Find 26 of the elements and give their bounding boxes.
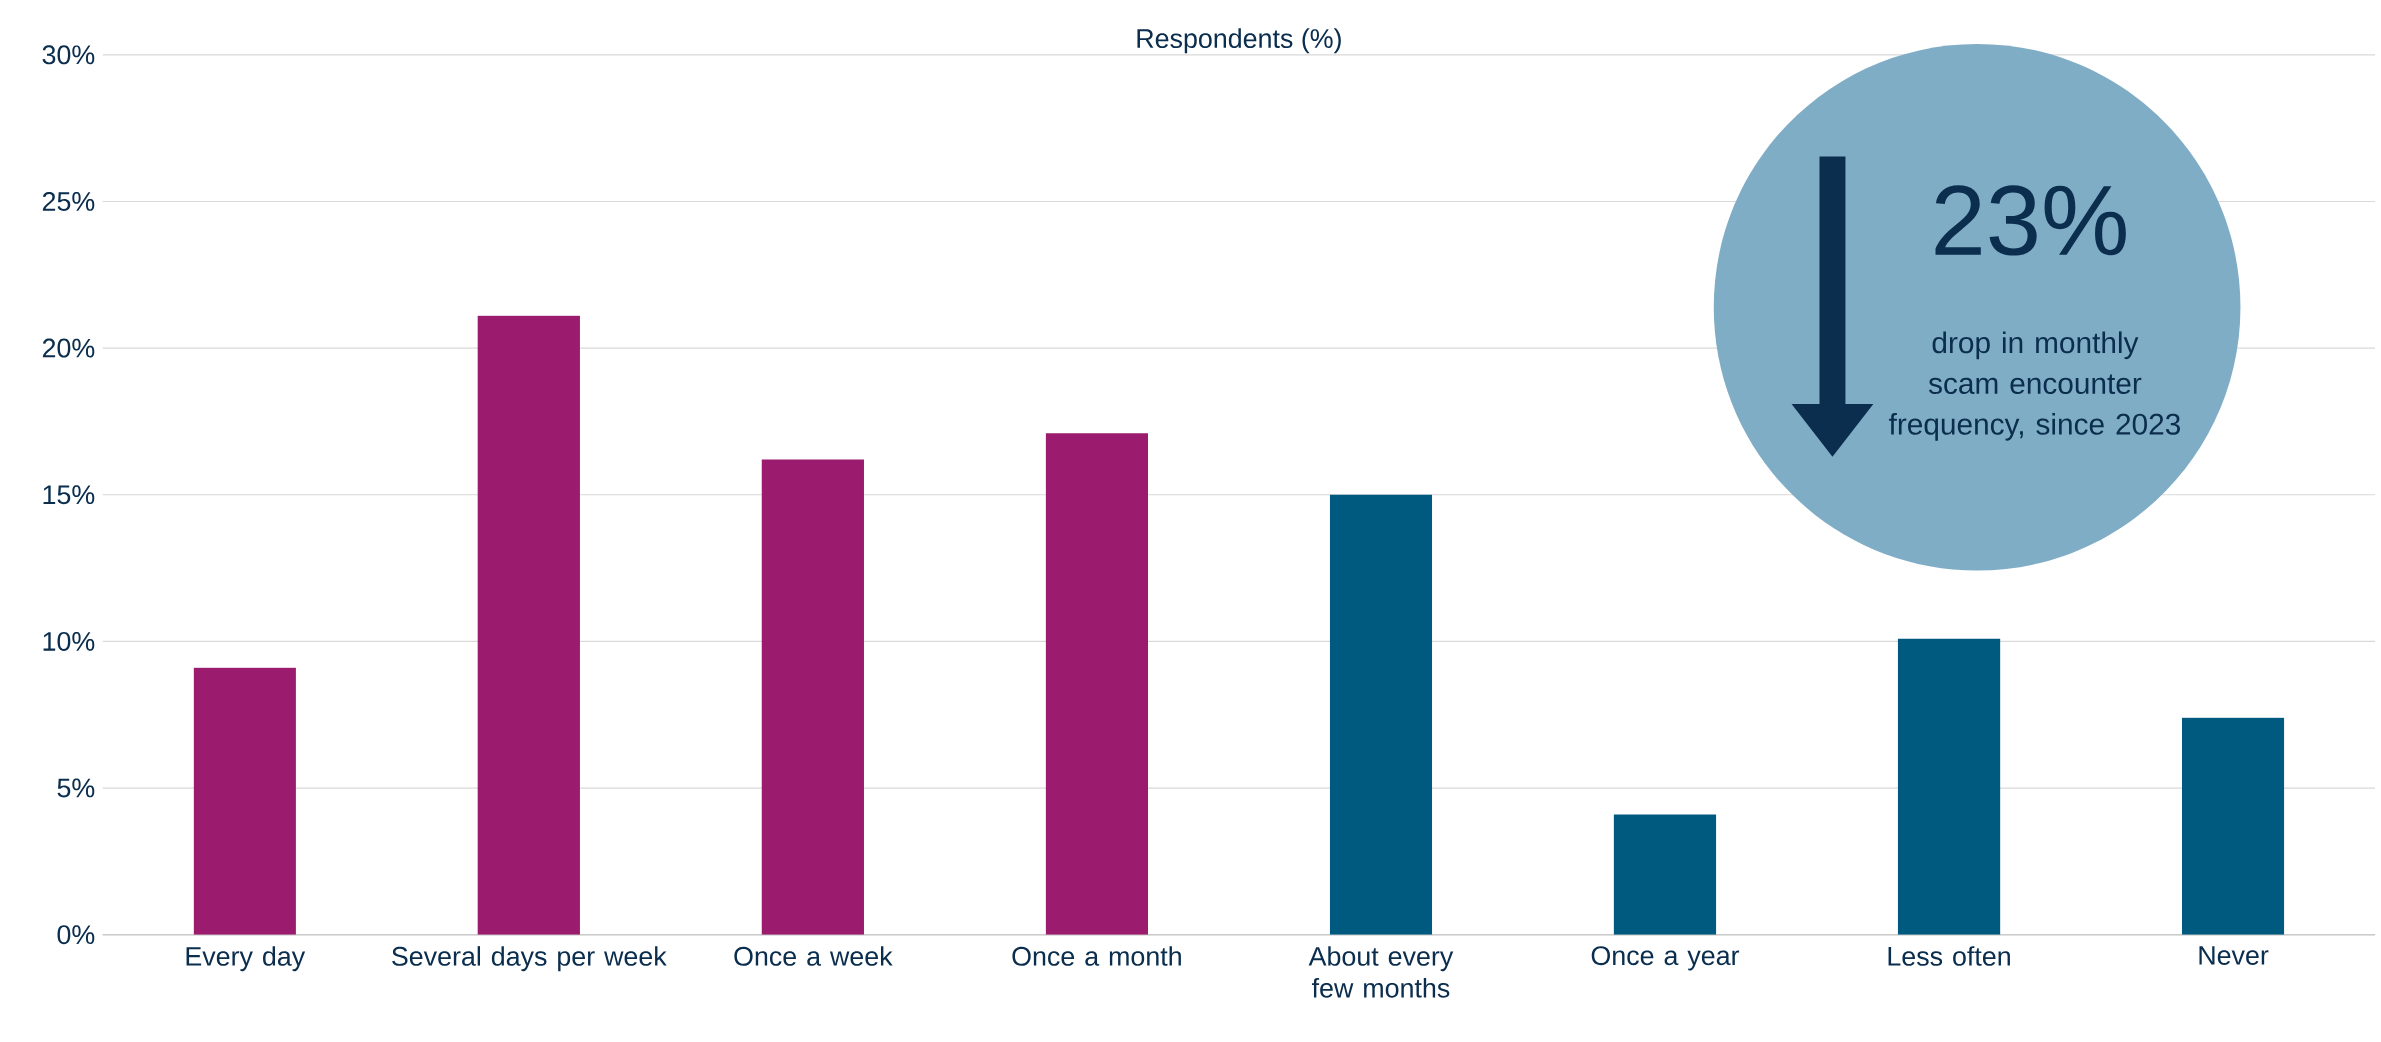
bar [2181, 717, 2285, 935]
bar [1897, 638, 2001, 935]
y-tick-label: 20% [42, 338, 95, 358]
bar [477, 315, 580, 935]
x-tick-label: Less often [1888, 945, 2010, 966]
x-tick-label: Once a month [1012, 945, 1181, 966]
bar [193, 667, 296, 935]
bar [1329, 494, 1433, 935]
annotation: drop in monthly scam encounter frequency, since 2023 [1888, 331, 2180, 441]
y-tick-label: 10% [43, 631, 95, 651]
bar [1613, 814, 1717, 935]
x-tick-label: Once a week [734, 945, 893, 966]
x-tick-label: Once a year [1591, 945, 1740, 971]
bar [1045, 432, 1149, 935]
x-tick-label: Never [2199, 945, 2269, 965]
y-tick-label: 5% [57, 778, 95, 798]
x-tick-label: Several days per week [392, 945, 667, 971]
y-tick-label: 15% [43, 485, 95, 504]
y-tick-label: 0% [57, 924, 95, 944]
bar [761, 459, 864, 935]
annotation: 23% [1935, 185, 2126, 256]
y-tick-label: 25% [42, 191, 95, 211]
chart-title: Respondents (%) [1137, 28, 1341, 54]
x-tick-label: Every day [186, 945, 306, 971]
x-tick-label: About every few months [1308, 945, 1454, 998]
y-tick-label: 30% [42, 45, 95, 65]
